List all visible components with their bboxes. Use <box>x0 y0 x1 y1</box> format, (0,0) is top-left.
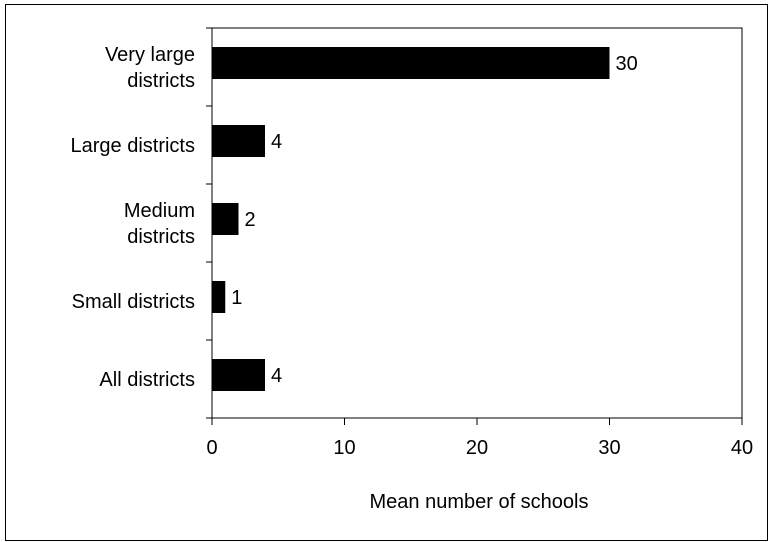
y-tick-label: Very large <box>105 44 195 66</box>
y-tick-label: Small districts <box>72 291 195 313</box>
bar <box>212 125 265 157</box>
x-tick-label: 10 <box>333 437 355 459</box>
bar <box>212 359 265 391</box>
y-tick-label: districts <box>127 70 195 92</box>
y-tick-label: Medium <box>124 200 195 222</box>
x-tick-label: 0 <box>206 437 217 459</box>
data-label: 30 <box>616 53 638 75</box>
plot-border <box>211 27 743 419</box>
chart-frame <box>5 4 768 541</box>
data-label: 1 <box>231 287 242 309</box>
x-axis-title: Mean number of schools <box>369 491 588 513</box>
bar <box>212 203 239 235</box>
x-tick-label: 20 <box>466 437 488 459</box>
bar <box>212 47 610 79</box>
x-tick-label: 40 <box>731 437 753 459</box>
bar <box>212 281 226 313</box>
x-tick-label: 30 <box>598 437 620 459</box>
y-tick-label: Large districts <box>71 135 196 157</box>
data-label: 4 <box>271 365 282 387</box>
plot-area: 0 10 20 30 40 30 Very large districts 4 Large dis… <box>71 27 753 459</box>
y-tick-label: All districts <box>99 369 195 391</box>
data-label: 4 <box>271 131 282 153</box>
y-tick-label: districts <box>127 226 195 248</box>
data-label: 2 <box>245 209 256 231</box>
